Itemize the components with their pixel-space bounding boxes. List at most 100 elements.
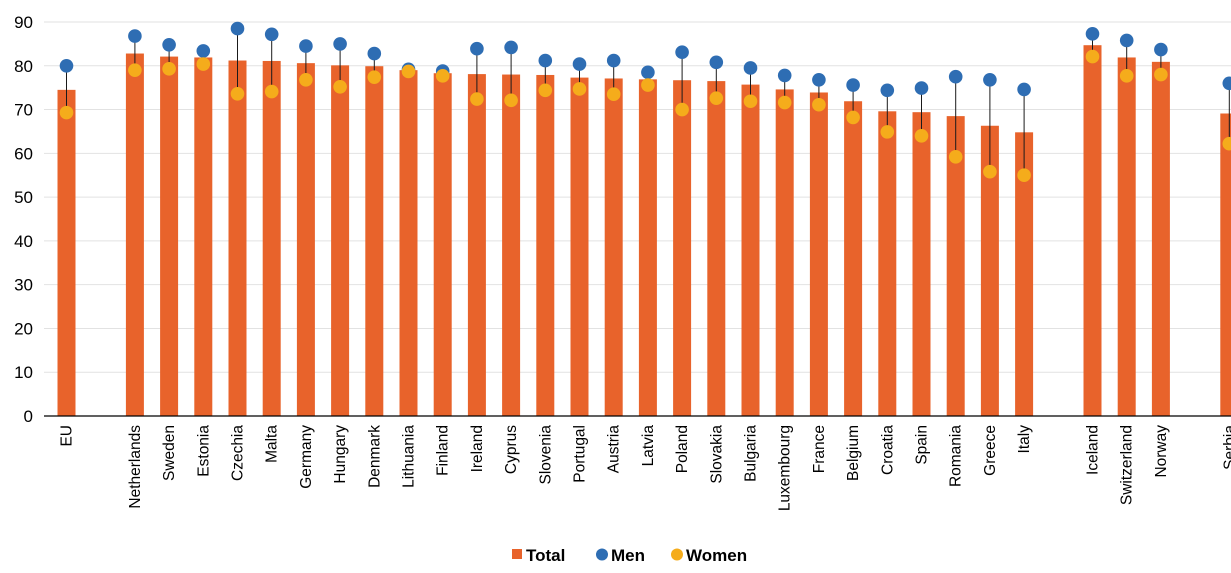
bar-total (160, 57, 178, 416)
marker-men (1154, 43, 1168, 57)
x-tick-label: Malta (264, 425, 281, 463)
marker-men (333, 37, 347, 51)
marker-men (641, 66, 655, 80)
x-tick-label: Austria (606, 425, 623, 474)
bar-total (878, 111, 896, 416)
marker-women (128, 63, 142, 77)
bar-total (434, 73, 452, 416)
marker-women (710, 91, 724, 105)
marker-men (197, 44, 211, 58)
y-tick-label: 20 (14, 319, 33, 338)
bar-total (639, 79, 657, 416)
legend-swatch-men (596, 549, 608, 561)
marker-men (881, 83, 895, 97)
x-tick-label: Netherlands (127, 425, 144, 509)
y-tick-label: 30 (14, 276, 33, 295)
bar-total (502, 75, 520, 416)
x-tick-label: Czechia (230, 425, 247, 481)
x-tick-label: Luxembourg (777, 425, 794, 511)
marker-men (162, 38, 176, 52)
marker-men (949, 70, 963, 84)
marker-women (504, 94, 518, 108)
marker-women (1017, 168, 1031, 182)
bar-total (400, 70, 418, 416)
bar-total (126, 54, 144, 416)
bar-total (468, 74, 486, 416)
marker-men (710, 55, 724, 69)
x-tick-label: Serbia (1221, 425, 1231, 470)
marker-men (744, 61, 758, 75)
bar-total (365, 66, 383, 416)
marker-men (573, 57, 587, 71)
x-tick-label: Belgium (845, 425, 862, 481)
marker-women (1120, 69, 1134, 83)
marker-women (162, 62, 176, 76)
y-tick-label: 50 (14, 188, 33, 207)
bar-total (742, 85, 760, 416)
x-tick-label: Iceland (1085, 425, 1102, 475)
marker-women (197, 57, 211, 71)
y-tick-label: 40 (14, 232, 33, 251)
bar-total (297, 63, 315, 416)
x-tick-label: Sweden (161, 425, 178, 481)
grid (44, 22, 1231, 372)
bar-total (1152, 62, 1170, 416)
marker-women (846, 111, 860, 125)
bar-total (571, 78, 589, 416)
marker-men (368, 47, 382, 61)
x-tick-label: Slovakia (708, 425, 725, 484)
bars (58, 45, 1231, 416)
legend-label-men: Men (611, 546, 645, 565)
marker-men (607, 54, 621, 68)
marker-women (60, 106, 74, 120)
marker-men (539, 54, 553, 68)
x-tick-label: Cyprus (503, 425, 520, 474)
bar-total (776, 89, 794, 416)
marker-women (812, 98, 826, 112)
x-tick-label: Denmark (366, 425, 383, 488)
marker-men (60, 59, 74, 73)
x-tick-label: Latvia (640, 425, 657, 467)
marker-men (504, 41, 518, 55)
marker-men (470, 42, 484, 56)
y-tick-label: 0 (24, 407, 33, 426)
marker-women (744, 94, 758, 108)
x-tick-label: Switzerland (1119, 425, 1136, 505)
marker-women (299, 73, 313, 87)
y-tick-label: 90 (14, 13, 33, 32)
marker-men (778, 69, 792, 83)
y-tick-label: 10 (14, 363, 33, 382)
bar-total (263, 61, 281, 416)
marker-men (265, 27, 279, 41)
marker-women (333, 80, 347, 94)
bar-total (536, 75, 554, 416)
y-tick-label: 60 (14, 144, 33, 163)
bar-total (707, 81, 725, 416)
marker-women (607, 87, 621, 101)
bar-total (58, 90, 76, 416)
marker-women (470, 92, 484, 106)
marker-women (368, 70, 382, 84)
marker-men (846, 78, 860, 92)
marker-women (402, 65, 416, 79)
marker-women (265, 85, 279, 99)
marker-men (1017, 83, 1031, 97)
x-tick-label: Spain (914, 425, 931, 465)
marker-women (1086, 50, 1100, 64)
marker-women (1154, 68, 1168, 82)
x-tick-label: Italy (1016, 425, 1033, 454)
marker-men (915, 81, 929, 95)
marker-men (983, 73, 997, 87)
bar-total (673, 80, 691, 416)
bar-total (1084, 45, 1102, 416)
y-tick-label: 70 (14, 101, 33, 120)
x-tick-label: Finland (435, 425, 452, 476)
marker-men (128, 29, 142, 43)
x-tick-label: Poland (674, 425, 691, 473)
marker-men (675, 45, 689, 59)
x-tick-label: Greece (982, 425, 999, 476)
marker-men (231, 22, 245, 36)
marker-men (299, 39, 313, 53)
legend-swatch-women (671, 549, 683, 561)
